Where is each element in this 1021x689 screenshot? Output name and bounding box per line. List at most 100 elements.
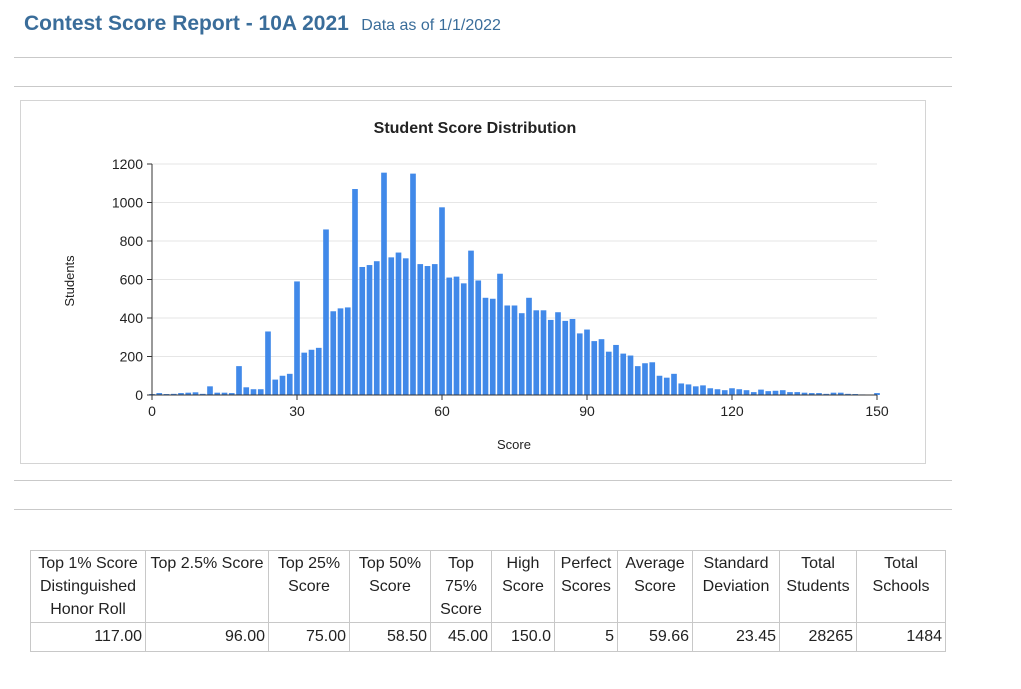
histogram-bar [265, 331, 271, 395]
y-tick-label: 0 [135, 387, 143, 403]
histogram-bar [874, 393, 880, 395]
histogram-bar [729, 388, 735, 395]
histogram-bar [591, 341, 598, 395]
cell-top-2-5-percent: 96.00 [145, 622, 269, 652]
cell-total-schools: 1484 [856, 622, 946, 652]
histogram-bar [692, 386, 699, 395]
histogram-bar [323, 229, 329, 395]
histogram-bar [605, 351, 612, 395]
histogram-bar [779, 390, 786, 395]
histogram-bar [417, 264, 424, 395]
data-date: Data as of 1/1/2022 [361, 17, 501, 34]
histogram-bar [221, 392, 228, 395]
histogram-bar [837, 392, 844, 395]
histogram-bar [359, 266, 366, 395]
histogram-bar [816, 393, 822, 395]
histogram-bar [613, 344, 619, 395]
y-tick-label: 1200 [112, 156, 143, 172]
histogram-bar [743, 390, 750, 395]
cell-top-50-percent: 58.50 [349, 622, 431, 652]
cell-top-75-percent: 45.00 [430, 622, 492, 652]
table-row: 117.00 96.00 75.00 58.50 45.00 150.0 5 5… [30, 622, 946, 652]
x-tick-label: 0 [148, 403, 156, 419]
chart-bars [149, 172, 880, 396]
histogram-bar [279, 375, 286, 395]
y-tick-label: 1000 [112, 195, 143, 211]
histogram-bar [315, 347, 322, 395]
header-top-2-5-percent: Top 2.5% Score [145, 550, 269, 623]
chart-container: 0 200 400 600 800 1000 1200 0 30 60 90 120 150 Stude… [20, 100, 926, 464]
histogram-bar [381, 172, 387, 395]
y-tick-label: 600 [120, 272, 144, 288]
histogram-bar [373, 261, 380, 395]
histogram-bar [765, 391, 772, 395]
histogram-bar [468, 250, 474, 395]
histogram-bar [685, 384, 692, 395]
histogram-bar [663, 377, 670, 395]
histogram-bar [750, 392, 757, 395]
header-total-schools: Total Schools [856, 550, 946, 623]
x-tick-label: 60 [434, 403, 450, 419]
histogram-bar [424, 266, 431, 395]
histogram-bar [178, 393, 184, 395]
histogram-bar [511, 305, 518, 395]
histogram-bar [714, 389, 721, 395]
x-axis-label: Score [497, 437, 531, 452]
histogram-bar [388, 257, 395, 395]
histogram-bar [562, 320, 569, 395]
header-top-50-percent: Top 50% Score [349, 550, 431, 623]
histogram-bar [475, 280, 482, 395]
histogram-bar [207, 386, 213, 395]
page-title: Contest Score Report - 10A 2021 [24, 12, 349, 35]
histogram-bar [301, 352, 308, 395]
y-axis-label: Students [62, 255, 77, 307]
chart-title: Student Score Distribution [374, 120, 577, 137]
histogram-bar [257, 389, 264, 395]
histogram-bar [337, 308, 344, 395]
histogram-bar [352, 189, 358, 395]
histogram-bar [439, 207, 445, 395]
histogram-bar [598, 339, 605, 395]
histogram-bar [518, 313, 525, 395]
chart-axes: 0 200 400 600 800 1000 1200 0 30 60 90 120 150 [112, 156, 889, 419]
histogram-bar [801, 392, 808, 395]
histogram-bar [772, 390, 779, 395]
header-total-students: Total Students [779, 550, 857, 623]
divider [14, 509, 952, 510]
histogram-bar [758, 389, 764, 395]
header-perfect-scores: Perfect Scores [554, 550, 618, 623]
histogram-bar [642, 363, 648, 395]
histogram-bar [395, 252, 402, 395]
page-header: Contest Score Report - 10A 2021 Data as … [24, 12, 501, 36]
y-tick-label: 400 [120, 310, 144, 326]
divider [14, 57, 952, 58]
histogram-bar [460, 283, 467, 395]
histogram-bar [526, 297, 532, 395]
histogram-bar [656, 375, 663, 395]
histogram-bar [671, 373, 677, 395]
histogram-bar [410, 173, 416, 395]
histogram-bar [214, 392, 221, 395]
x-tick-label: 30 [289, 403, 305, 419]
histogram-bar [228, 393, 235, 395]
score-distribution-chart: 0 200 400 600 800 1000 1200 0 30 60 90 120 150 Stude… [62, 120, 889, 452]
header-top-1-percent: Top 1% Score Distinguished Honor Roll [30, 550, 146, 623]
histogram-bar [504, 305, 511, 395]
x-tick-label: 150 [865, 403, 889, 419]
histogram-bar [627, 355, 634, 395]
histogram-bar [199, 393, 206, 395]
histogram-bar [794, 392, 801, 395]
histogram-bar [243, 387, 250, 395]
histogram-bar [533, 310, 540, 395]
x-tick-label: 90 [579, 403, 595, 419]
histogram-bar [721, 390, 728, 395]
cell-top-1-percent: 117.00 [30, 622, 146, 652]
histogram-bar [402, 258, 409, 395]
histogram-bar [308, 349, 315, 395]
cell-high-score: 150.0 [491, 622, 555, 652]
histogram-bar [700, 385, 706, 395]
histogram-bar [482, 297, 489, 395]
histogram-bar [569, 318, 576, 395]
cell-perfect-scores: 5 [554, 622, 618, 652]
histogram-bar [272, 379, 279, 395]
